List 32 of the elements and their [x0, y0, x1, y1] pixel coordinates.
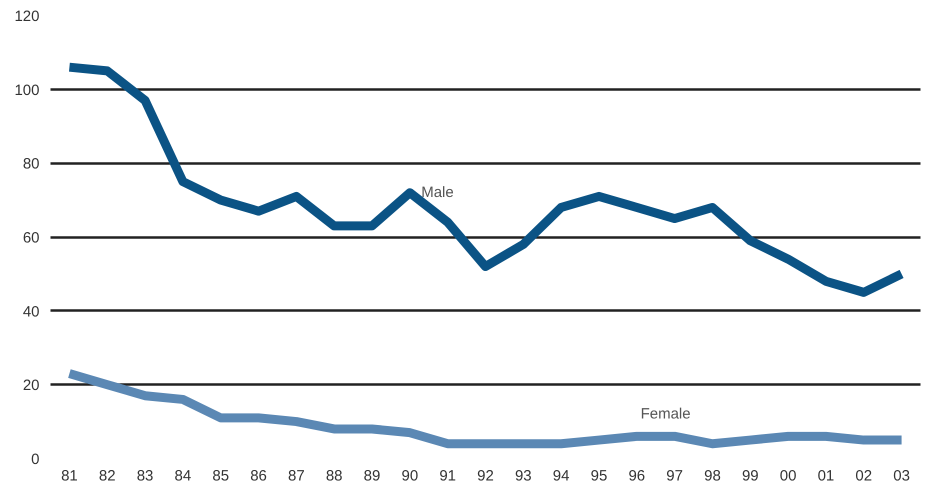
- y-tick-label: 120: [14, 8, 40, 25]
- x-tick-label: 97: [666, 468, 683, 484]
- x-tick-label: 86: [250, 468, 267, 484]
- x-tick-label: 84: [174, 468, 192, 484]
- x-tick-label: 90: [402, 468, 418, 484]
- x-tick-label: 81: [61, 468, 78, 484]
- x-tick-label: 88: [326, 468, 343, 484]
- x-tick-label: 82: [98, 468, 116, 484]
- x-tick-label: 87: [288, 468, 305, 484]
- x-tick-label: 03: [893, 468, 910, 484]
- y-tick-label: 40: [22, 303, 40, 320]
- x-tick-label: 91: [439, 468, 456, 484]
- x-tick-label: 85: [212, 468, 230, 484]
- x-tick-label: 93: [514, 468, 532, 484]
- x-tick-label: 95: [590, 468, 608, 484]
- x-tick-label: 89: [364, 468, 380, 484]
- series-label: Female: [640, 406, 691, 423]
- x-tick-label: 94: [552, 468, 570, 484]
- y-tick-label: 80: [22, 156, 40, 173]
- y-tick-label: 60: [22, 230, 40, 246]
- y-tick-label: 20: [22, 377, 40, 394]
- x-tick-label: 00: [780, 468, 796, 484]
- y-tick-label: 100: [14, 82, 40, 99]
- x-tick-label: 02: [855, 468, 872, 484]
- x-tick-label: 99: [742, 468, 759, 484]
- x-tick-label: 92: [477, 468, 494, 484]
- x-tick-label: 01: [818, 468, 834, 484]
- y-tick-label: 0: [31, 451, 40, 468]
- series-label: Male: [421, 184, 454, 202]
- x-tick-label: 98: [704, 468, 721, 484]
- x-tick-label: 96: [628, 468, 646, 484]
- x-tick-label: 83: [136, 468, 154, 484]
